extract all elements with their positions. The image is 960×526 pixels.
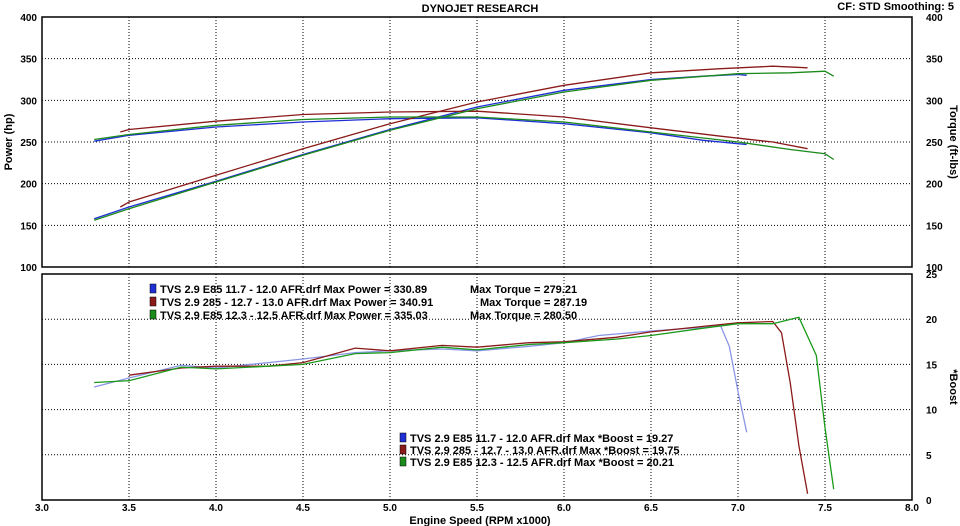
- rpm-tick-label: 3.5: [122, 503, 136, 514]
- torque-tick-label: 250: [926, 138, 943, 149]
- boost-axis-label: *Boost: [947, 369, 959, 405]
- legend-torque-0: Max Torque = 279.21: [470, 284, 577, 296]
- boost-tick-label: 25: [926, 270, 938, 281]
- rpm-tick-label: 4.0: [209, 503, 223, 514]
- boost-tick-label: 0: [926, 496, 932, 507]
- power-tick-label: 350: [20, 55, 37, 66]
- rpm-tick-label: 6.5: [644, 503, 658, 514]
- boost-legend-swatch-0: [399, 432, 407, 443]
- bottom-panel-grid: [42, 274, 912, 500]
- legend-swatch-0: [149, 283, 157, 294]
- legend-power-2: TVS 2.9 E85 12.3 - 12.5 AFR.drf Max Powe…: [160, 310, 428, 322]
- torque-axis-label: Torque (ft-lbs): [947, 105, 959, 179]
- rpm-tick-label: 5.0: [383, 503, 397, 514]
- power-line-1: [119, 65, 808, 208]
- torque-line-0: [94, 117, 747, 146]
- boost-tick-label: 5: [926, 451, 932, 462]
- boost-legend-1: TVS 2.9 285 - 12.7 - 13.0 AFR.drf Max *B…: [410, 445, 680, 457]
- torque-line-1: [120, 110, 808, 150]
- rpm-tick-label: 3.0: [35, 503, 49, 514]
- torque-tick-label: 400: [926, 13, 943, 24]
- rpm-tick-label: 8.0: [905, 503, 919, 514]
- torque-tick-label: 300: [926, 96, 943, 107]
- legend-torque-2: Max Torque = 280.50: [470, 310, 577, 322]
- power-tick-label: 150: [20, 221, 37, 232]
- boost-tick-label: 15: [926, 360, 938, 371]
- torque-tick-label: 350: [926, 55, 943, 66]
- rpm-tick-label: 7.5: [818, 503, 832, 514]
- power-tick-label: 250: [20, 138, 37, 149]
- bottom-panel-frame: [41, 273, 913, 501]
- legend-power-0: TVS 2.9 E85 11.7 - 12.0 AFR.drf Max Powe…: [160, 284, 427, 296]
- power-axis-label: Power (hp): [3, 113, 15, 170]
- rpm-axis-ticks: 3.0 3.5 4.0 4.5 5.0 5.5 6.0 6.5 7.0 7.5 8.0: [35, 503, 919, 514]
- legend-torque-1: Max Torque = 287.19: [480, 297, 587, 309]
- top-panel-frame: [41, 16, 913, 268]
- torque-tick-label: 200: [926, 180, 943, 191]
- boost-legend-swatch-2: [399, 456, 407, 467]
- power-tick-label: 100: [20, 263, 37, 274]
- power-tick-label: 200: [20, 180, 37, 191]
- boost-line-2: [94, 316, 835, 490]
- power-tick-label: 400: [20, 13, 37, 24]
- boost-tick-label: 20: [926, 315, 938, 326]
- power-legend: TVS 2.9 E85 11.7 - 12.0 AFR.drf Max Powe…: [149, 283, 587, 322]
- boost-axis-ticks: 0 5 10 15 20 25: [926, 270, 938, 507]
- legend-power-1: TVS 2.9 285 - 12.7 - 13.0 AFR.drf Max Po…: [160, 297, 433, 309]
- legend-swatch-2: [149, 309, 157, 320]
- torque-tick-label: 150: [926, 221, 943, 232]
- torque-tick-label: 100: [926, 263, 943, 274]
- rpm-tick-label: 7.0: [731, 503, 745, 514]
- rpm-axis-label: Engine Speed (RPM x1000): [409, 515, 551, 526]
- rpm-tick-label: 4.5: [296, 503, 310, 514]
- legend-swatch-1: [149, 296, 157, 307]
- torque-axis-ticks: 100 150 200 250 300 350 400: [926, 13, 943, 274]
- boost-tick-label: 10: [926, 406, 938, 417]
- boost-legend-swatch-1: [399, 444, 407, 455]
- power-line-2: [93, 70, 835, 221]
- chart-title: DYNOJET RESEARCH: [422, 3, 539, 15]
- boost-legend: TVS 2.9 E85 11.7 - 12.0 AFR.drf Max *Boo…: [399, 432, 680, 469]
- rpm-tick-label: 5.5: [470, 503, 484, 514]
- boost-legend-2: TVS 2.9 E85 12.3 - 12.5 AFR.drf Max *Boo…: [410, 457, 674, 469]
- series-lines: [93, 65, 835, 494]
- torque-line-2: [94, 116, 835, 161]
- power-tick-label: 300: [20, 96, 37, 107]
- power-axis-ticks: 100 150 200 250 300 350 400: [20, 13, 37, 274]
- boost-legend-0: TVS 2.9 E85 11.7 - 12.0 AFR.drf Max *Boo…: [410, 433, 673, 445]
- chart-header-right: CF: STD Smoothing: 5: [837, 1, 954, 13]
- rpm-tick-label: 6.0: [557, 503, 571, 514]
